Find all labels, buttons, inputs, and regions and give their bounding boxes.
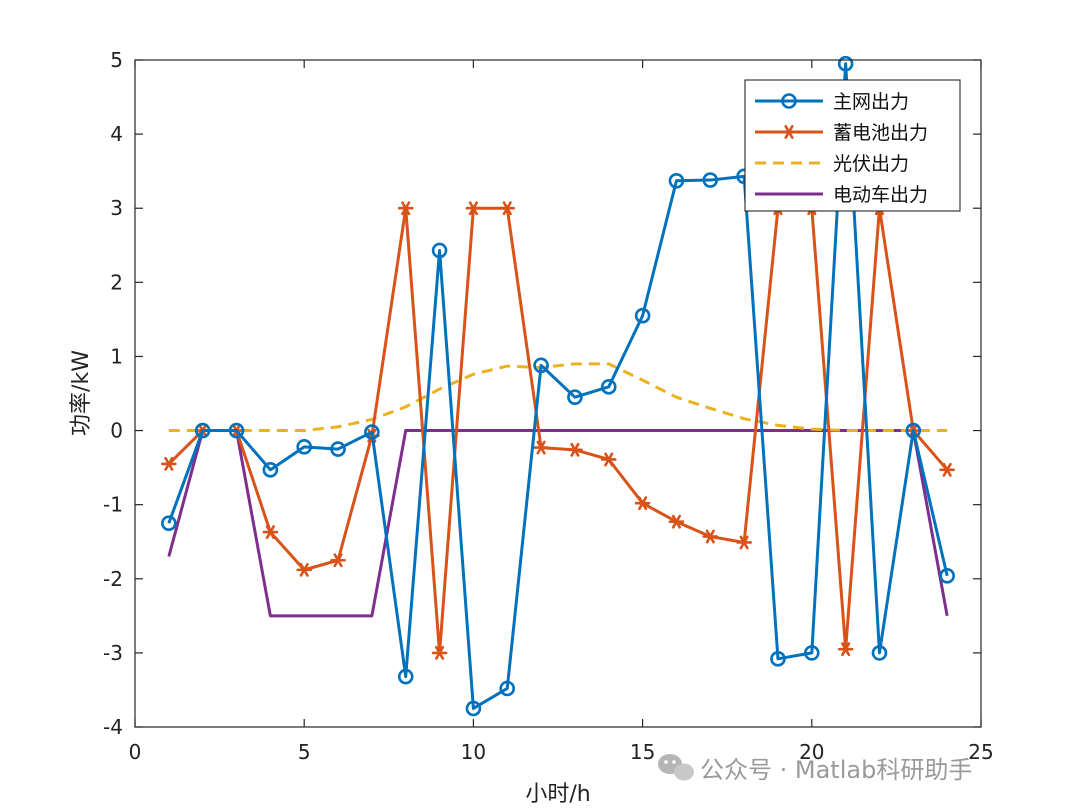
- data-point-circle: [939, 568, 955, 584]
- data-point-circle: [770, 651, 786, 667]
- data-point-circle: [837, 55, 854, 72]
- data-point-circle: [465, 700, 482, 717]
- data-point-circle: [668, 173, 685, 189]
- series-line: [167, 206, 949, 655]
- data-point-star: [296, 562, 313, 577]
- data-point-circle: [567, 389, 583, 406]
- data-point-circle: [296, 439, 313, 455]
- legend-label: 主网出力: [833, 91, 909, 113]
- y-tick-label: 4: [110, 122, 123, 146]
- legend-item: 光伏出力: [755, 153, 909, 175]
- data-point-circle: [803, 645, 820, 661]
- plot-frame: [134, 59, 982, 728]
- data-point-star: [567, 442, 583, 457]
- data-point-circle: [634, 307, 651, 324]
- y-tick-label: 2: [110, 270, 123, 294]
- data-point-star: [262, 525, 279, 540]
- x-tick-label: 15: [630, 740, 655, 764]
- data-point-star: [939, 462, 955, 477]
- data-point-star: [465, 201, 482, 216]
- watermark-text: 公众号 · Matlab科研助手: [700, 756, 972, 784]
- legend-label: 蓄电池出力: [833, 122, 928, 144]
- data-point-circle: [194, 422, 211, 439]
- wechat-icon: [658, 754, 694, 781]
- series-line: [168, 362, 948, 433]
- legend-label: 光伏出力: [833, 153, 909, 175]
- y-tick-label: 5: [110, 48, 123, 72]
- data-point-star: [702, 529, 719, 544]
- data-point-circle: [364, 424, 380, 440]
- data-point-circle: [533, 357, 549, 374]
- legend-item: 电动车出力: [755, 184, 928, 206]
- series-layer: [161, 55, 955, 717]
- data-point-star: [668, 514, 685, 529]
- data-point-star: [431, 645, 448, 660]
- data-point-circle: [905, 422, 922, 439]
- legend-item: 主网出力: [755, 91, 909, 113]
- data-point-circle: [397, 668, 414, 685]
- x-tick-label: 25: [968, 740, 993, 764]
- x-axis-label: 小时/h: [525, 782, 590, 807]
- series-2: [168, 362, 948, 433]
- y-tick-label: -4: [103, 715, 123, 739]
- x-tick-label: 10: [461, 740, 486, 764]
- y-axis-label: 功率/kW: [69, 350, 94, 436]
- series-0: [161, 55, 955, 717]
- data-point-star: [600, 452, 617, 467]
- x-tick-label: 20: [799, 740, 824, 764]
- data-point-star: [161, 456, 177, 471]
- data-point-star: [781, 125, 797, 139]
- tick-layer: 0 5 10 15 20 25 -4 -3 -2 -1 0 1 2 3 4 5: [103, 48, 994, 764]
- x-tick-label: 5: [298, 740, 311, 764]
- data-point-star: [499, 201, 516, 216]
- data-point-star: [533, 440, 549, 455]
- data-point-circle: [161, 515, 177, 531]
- data-point-circle: [262, 462, 279, 478]
- data-point-circle: [431, 242, 448, 259]
- data-point-circle: [871, 645, 888, 661]
- y-tick-label: -3: [103, 641, 123, 665]
- data-point-star: [634, 496, 651, 511]
- data-point-circle: [702, 172, 719, 188]
- watermark: 公众号 · Matlab科研助手: [658, 754, 972, 784]
- data-point-circle: [600, 379, 617, 395]
- legend-label: 电动车出力: [833, 184, 928, 206]
- data-point-star: [330, 553, 346, 568]
- data-point-star: [736, 535, 752, 550]
- data-point-circle: [228, 422, 245, 439]
- y-tick-label: -1: [103, 493, 123, 517]
- x-tick-label: 0: [129, 740, 142, 764]
- y-tick-label: 3: [110, 196, 123, 220]
- y-tick-label: -2: [103, 567, 123, 591]
- data-point-circle: [330, 441, 346, 457]
- legend-item: 蓄电池出力: [755, 122, 928, 144]
- data-point-star: [837, 642, 854, 657]
- y-tick-label: 1: [110, 344, 123, 368]
- y-tick-label: 0: [110, 419, 123, 443]
- data-point-star: [397, 201, 414, 216]
- data-point-circle: [781, 93, 797, 109]
- data-point-circle: [499, 680, 516, 697]
